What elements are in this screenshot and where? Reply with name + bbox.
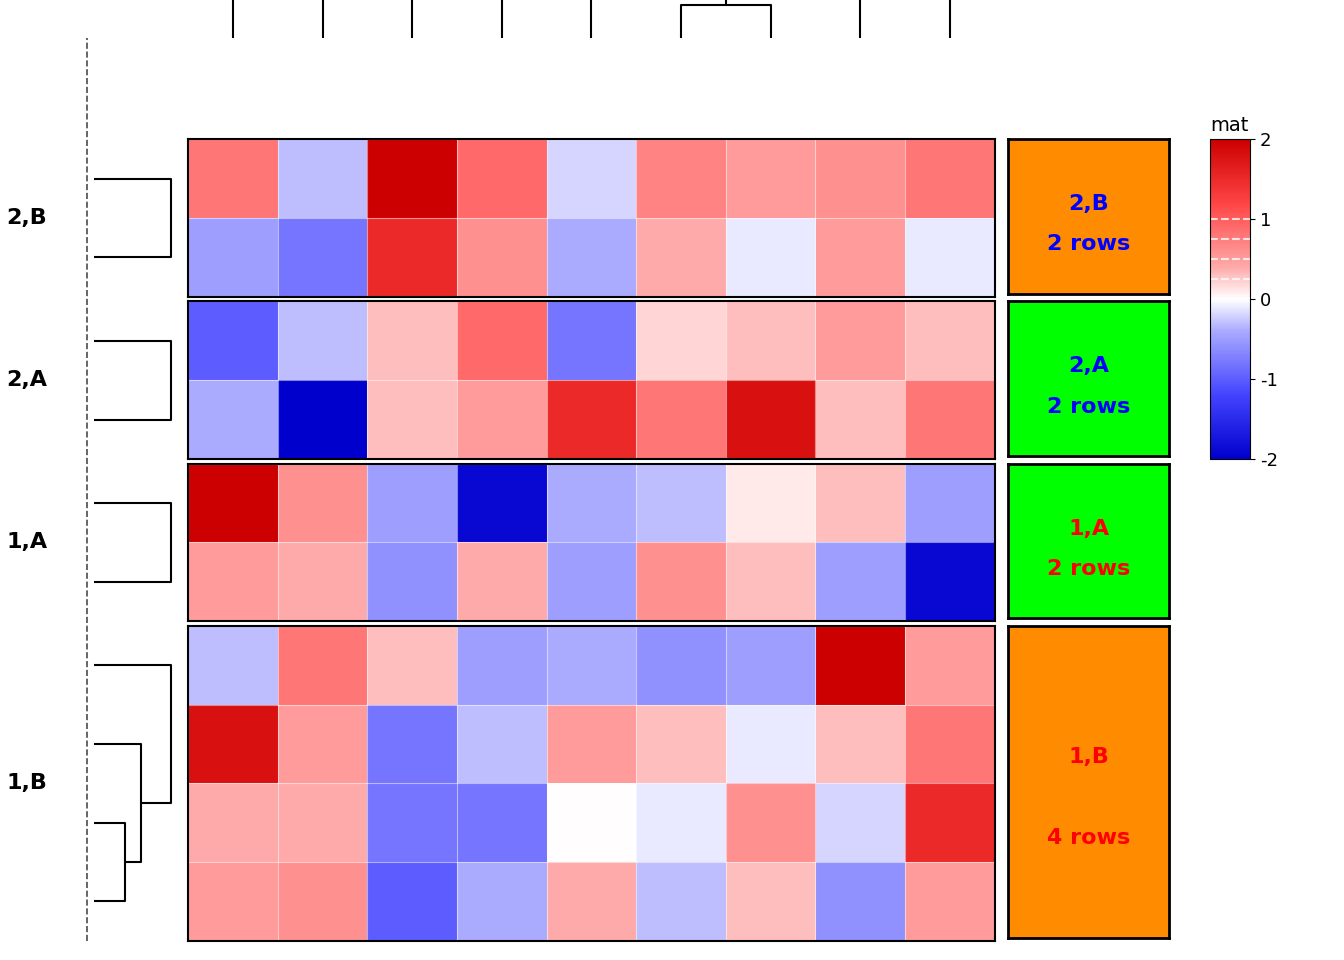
Text: 2,A: 2,A xyxy=(1068,356,1109,376)
Title: mat: mat xyxy=(1211,116,1249,134)
Text: 1,B: 1,B xyxy=(7,774,47,793)
Text: 1,A: 1,A xyxy=(1068,518,1109,539)
Text: 2 rows: 2 rows xyxy=(1047,559,1130,579)
Text: 2 rows: 2 rows xyxy=(1047,396,1130,417)
Text: 1,B: 1,B xyxy=(1068,747,1109,767)
Text: 2,B: 2,B xyxy=(7,208,47,228)
Text: 2,A: 2,A xyxy=(7,371,47,390)
Text: 2 rows: 2 rows xyxy=(1047,234,1130,254)
Text: 2,B: 2,B xyxy=(1068,194,1109,214)
Text: 4 rows: 4 rows xyxy=(1047,828,1130,848)
Text: 1,A: 1,A xyxy=(7,533,47,552)
